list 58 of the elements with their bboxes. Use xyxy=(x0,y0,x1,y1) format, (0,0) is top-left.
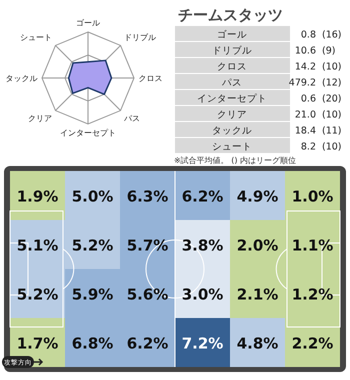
spoke-label: タックル xyxy=(5,74,38,83)
data-label: 6.3% xyxy=(126,188,168,206)
data-label: 3.0% xyxy=(182,286,224,304)
data-label: 4.9% xyxy=(236,188,278,206)
data-label: 0.8 xyxy=(300,30,316,40)
data-label: 21.0 xyxy=(294,110,316,120)
spoke-label: ドリブル xyxy=(124,33,156,42)
data-label: 18.4 xyxy=(294,126,316,136)
spoke-label: パス xyxy=(122,114,140,123)
data-label: (12) xyxy=(322,78,342,88)
data-label: (10) xyxy=(322,62,342,72)
data-label: 6.2% xyxy=(126,334,168,352)
data-label: 5.0% xyxy=(72,188,114,206)
text: ※試合平均値。 () 内はリーグ順位 xyxy=(174,156,296,165)
data-label: 5.2% xyxy=(16,286,58,304)
data-label: 2.2% xyxy=(292,334,334,352)
data-label: 1.1% xyxy=(292,236,334,254)
data-label: 5.7% xyxy=(126,236,168,254)
data-label: (10) xyxy=(322,110,342,120)
spoke-label: インターセプト xyxy=(60,128,116,138)
data-label: 8.2 xyxy=(300,142,316,152)
spoke-label: ゴール xyxy=(76,18,100,28)
data-label: 14.2 xyxy=(294,62,316,72)
category-label: パス xyxy=(221,78,242,88)
data-label: 5.2% xyxy=(72,236,114,254)
spoke-label: クロス xyxy=(138,74,163,83)
data-label: (10) xyxy=(322,142,342,152)
data-label: 1.2% xyxy=(292,286,334,304)
text: チームスタッツ xyxy=(178,6,283,24)
data-label: 2.0% xyxy=(236,236,278,254)
data-label: 6.8% xyxy=(72,334,114,352)
data-label: 5.1% xyxy=(16,236,58,254)
data-label: 6.2% xyxy=(182,188,224,206)
data-label: 1.9% xyxy=(16,188,58,206)
spoke-label: クリア xyxy=(28,114,52,123)
data-label: (11) xyxy=(322,126,342,136)
data-label: (20) xyxy=(322,94,342,104)
category-label: ゴール xyxy=(217,28,247,40)
spoke-label: シュート xyxy=(20,33,52,42)
data-label: 2.1% xyxy=(236,286,278,304)
data-label: 10.6 xyxy=(294,46,316,56)
data-label: 0.6 xyxy=(300,94,316,104)
category-label: クリア xyxy=(217,110,247,120)
category-label: シュート xyxy=(212,142,252,152)
category-label: クロス xyxy=(217,62,247,72)
data-label: 3.8% xyxy=(182,236,224,254)
data-label: 4.8% xyxy=(236,334,278,352)
data-label: 5.9% xyxy=(72,286,114,304)
data-label: (9) xyxy=(322,46,336,56)
data-label: (16) xyxy=(322,30,342,40)
category-label: ドリブル xyxy=(212,44,252,56)
data-label: 1.0% xyxy=(292,188,334,206)
data-label: 5.6% xyxy=(126,286,168,304)
data-label: 1.7% xyxy=(16,334,58,352)
category-label: インターセプト xyxy=(197,92,267,104)
category-label: タックル xyxy=(212,126,252,136)
data-label: 479.2 xyxy=(288,78,316,88)
data-label: 7.2% xyxy=(182,334,224,352)
